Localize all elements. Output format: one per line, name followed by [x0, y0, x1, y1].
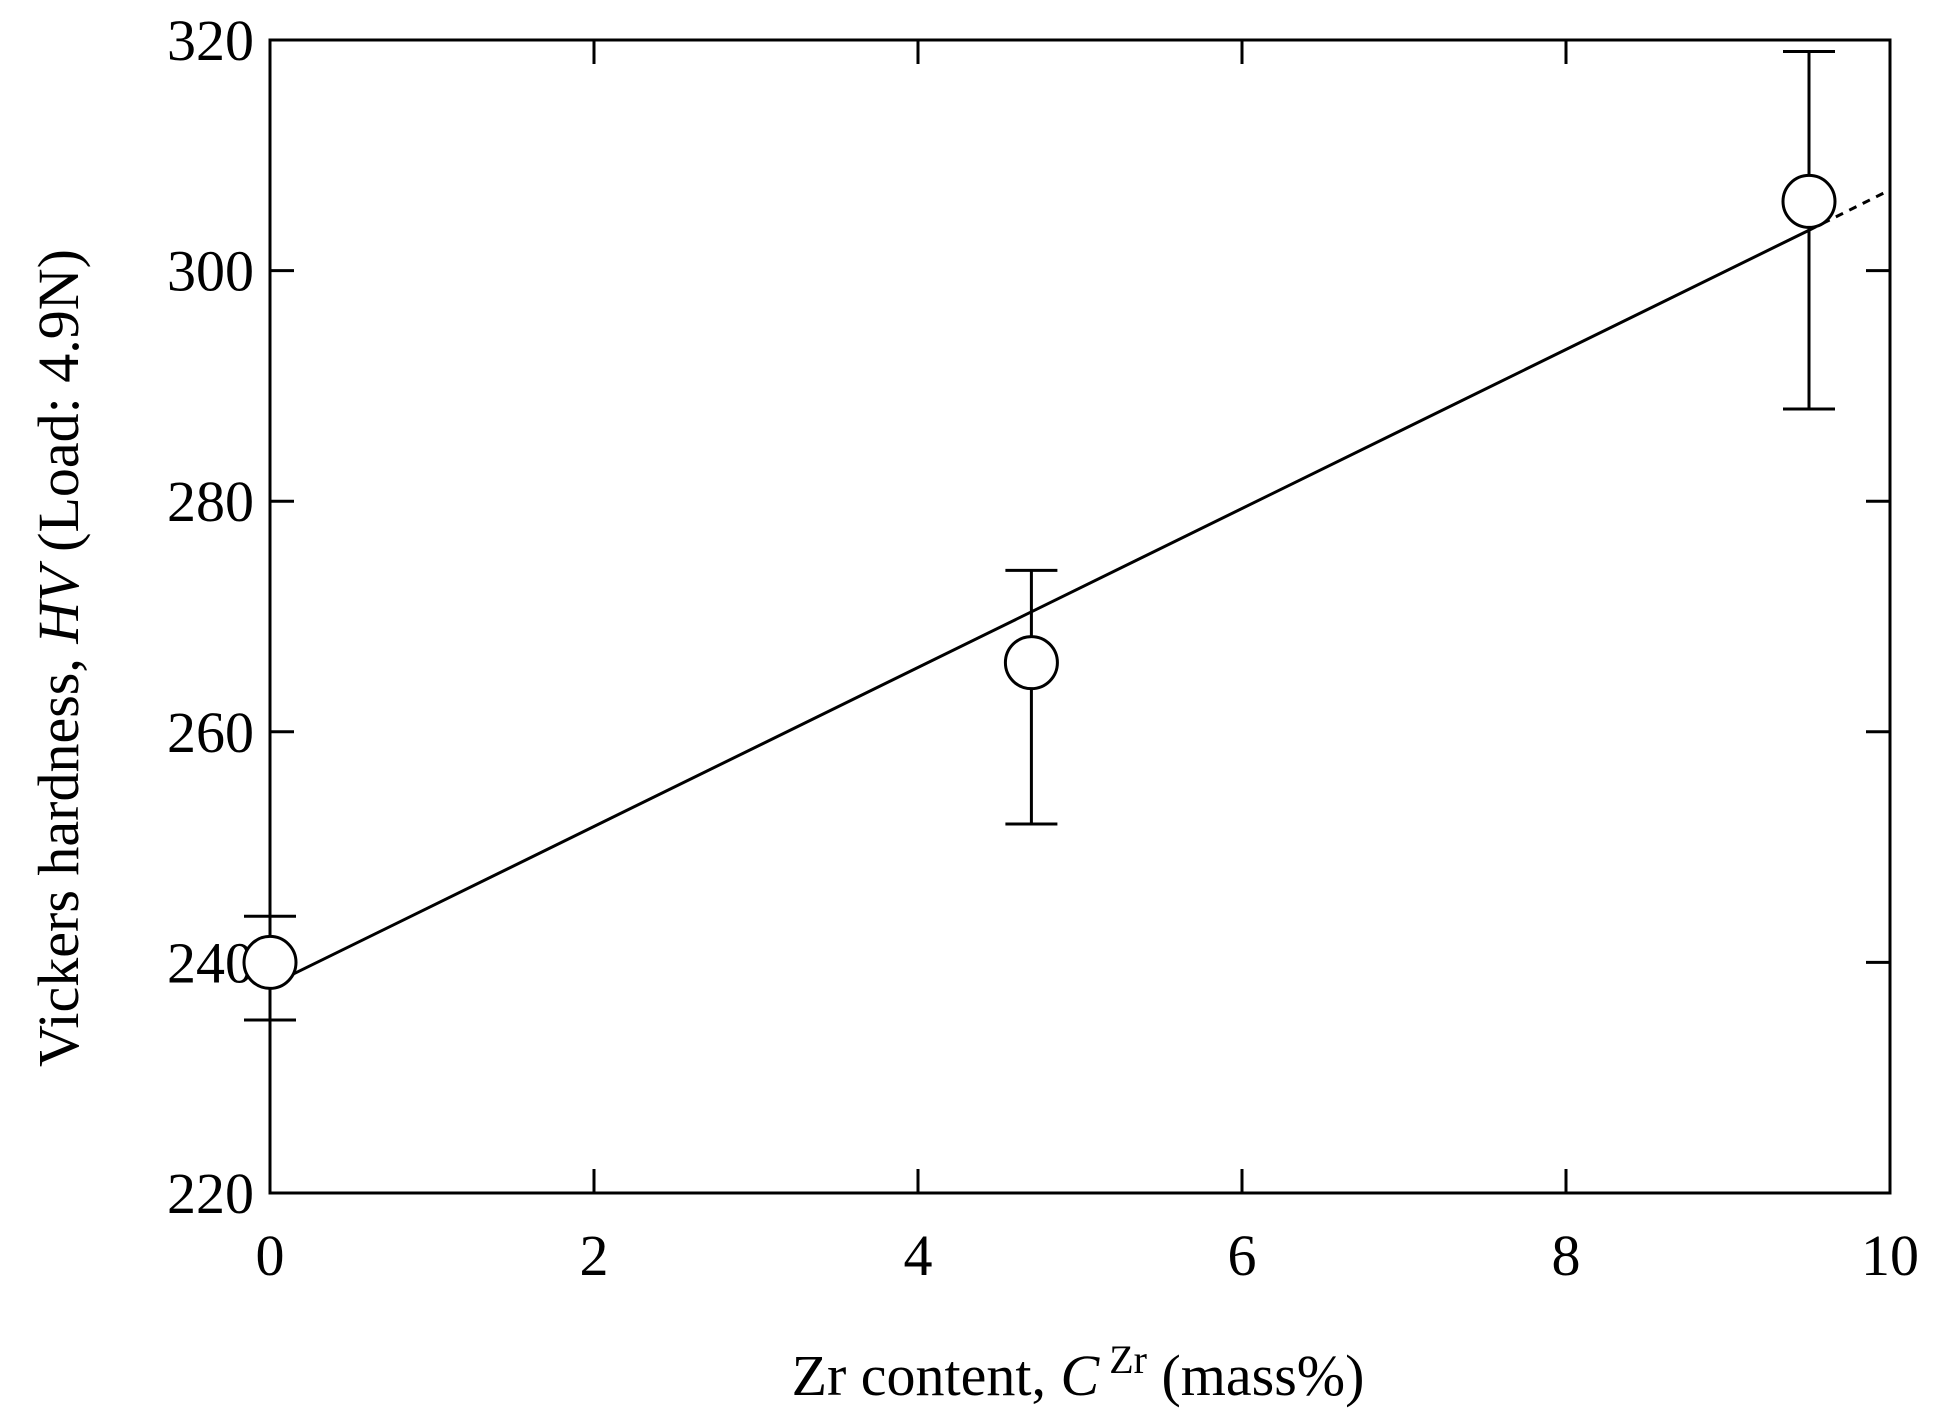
- fit-line-solid: [269, 228, 1810, 987]
- y-axis-title-prefix: Vickers hardness,: [26, 644, 91, 1067]
- x-tick-label: 8: [1552, 1223, 1581, 1288]
- x-tick-label: 10: [1861, 1223, 1919, 1288]
- data-point: [242, 934, 298, 990]
- error-bar-layer: [244, 50, 1835, 1022]
- y-axis-title: Vickers hardness, HV (Load: 4.9N): [26, 249, 91, 1067]
- plot-frame-layer: [268, 38, 1892, 1195]
- y-tick-label: 220: [167, 1161, 254, 1226]
- y-axis-title-suffix: (Load: 4.9N): [26, 249, 91, 566]
- data-point: [1781, 173, 1837, 229]
- data-point: [1003, 635, 1059, 691]
- x-tick-label: 2: [580, 1223, 609, 1288]
- y-tick-label: 280: [167, 469, 254, 534]
- x-tick-label: 6: [1228, 1223, 1257, 1288]
- plot-frame: [268, 38, 1892, 1195]
- tick-layer: [268, 38, 1892, 1195]
- tick-label-layer: 0 2 4 6 8 10 220 240 260 280 300 320: [167, 8, 1919, 1288]
- x-tick-label: 4: [904, 1223, 933, 1288]
- x-axis-title: Zr content, C Zr (mass%): [792, 1337, 1365, 1408]
- y-tick-label: 260: [167, 700, 254, 765]
- y-axis-title-symbol: HV: [26, 560, 91, 645]
- y-tick-label: 240: [167, 930, 254, 995]
- y-tick-label: 300: [167, 239, 254, 304]
- x-axis-title-symbol: C: [1061, 1343, 1101, 1408]
- x-tick-label: 0: [256, 1223, 285, 1288]
- y-tick-label: 320: [167, 8, 254, 73]
- x-axis-title-superscript: Zr: [1109, 1337, 1147, 1382]
- fit-line-layer: [269, 188, 1891, 987]
- data-point-layer: [242, 173, 1837, 990]
- x-axis-title-suffix: (mass%): [1147, 1343, 1364, 1408]
- x-axis-title-prefix: Zr content,: [792, 1343, 1061, 1408]
